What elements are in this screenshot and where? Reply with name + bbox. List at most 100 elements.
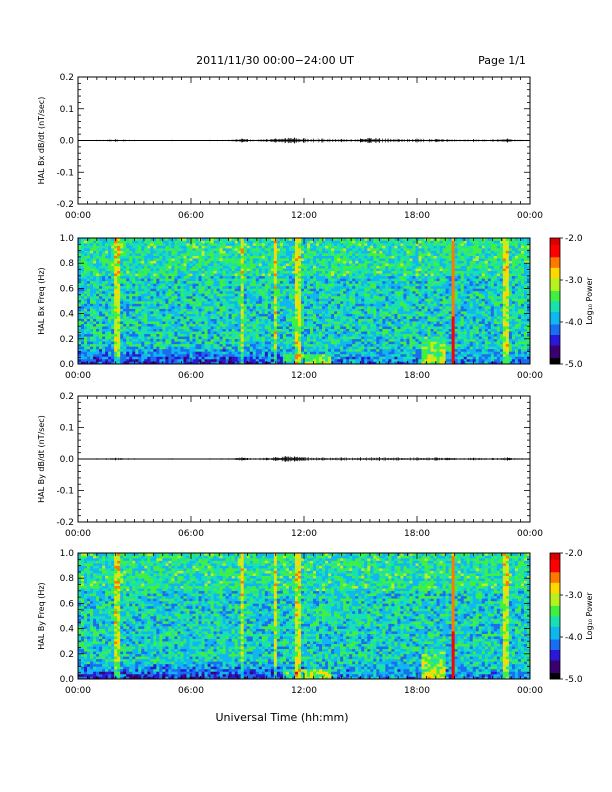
heatmap-cell [102, 321, 105, 324]
heatmap-cell [331, 268, 334, 271]
heatmap-cell [177, 309, 180, 312]
heatmap-cell [156, 246, 159, 249]
heatmap-cell [235, 301, 238, 304]
heatmap-cell [193, 276, 196, 279]
heatmap-cell [271, 273, 274, 276]
heatmap-cell [301, 304, 304, 307]
heatmap-cell [162, 341, 165, 344]
heatmap-cell [114, 273, 117, 276]
heatmap-cell [301, 288, 304, 291]
heatmap-cell [310, 266, 313, 269]
heatmap-cell [307, 273, 310, 276]
heatmap-cell [256, 276, 259, 279]
heatmap-cell [274, 251, 277, 254]
heatmap-cell [220, 326, 223, 329]
heatmap-cell [319, 359, 322, 362]
heatmap-cell [202, 306, 205, 309]
heatmap-cell [319, 321, 322, 324]
heatmap-cell [123, 291, 126, 294]
heatmap-cell [295, 339, 298, 342]
heatmap-cell [238, 304, 241, 307]
heatmap-cell [87, 354, 90, 357]
heatmap-cell [123, 331, 126, 334]
heatmap-cell [283, 316, 286, 319]
heatmap-cell [144, 246, 147, 249]
heatmap-cell [162, 268, 165, 271]
heatmap-cell [292, 316, 295, 319]
heatmap-cell [111, 329, 114, 332]
heatmap-cell [340, 271, 343, 274]
heatmap-cell [268, 301, 271, 304]
heatmap-cell [226, 319, 229, 322]
heatmap-cell [135, 341, 138, 344]
heatmap-cell [96, 304, 99, 307]
heatmap-cell [325, 296, 328, 299]
heatmap-cell [241, 346, 244, 349]
heatmap-cell [256, 319, 259, 322]
heatmap-cell [304, 273, 307, 276]
heatmap-cell [244, 266, 247, 269]
heatmap-cell [123, 314, 126, 317]
heatmap-cell [144, 243, 147, 246]
heatmap-cell [337, 351, 340, 354]
heatmap-cell [180, 253, 183, 256]
heatmap-cell [277, 251, 280, 254]
heatmap-cell [292, 276, 295, 279]
heatmap-cell [189, 276, 192, 279]
heatmap-cell [229, 263, 232, 266]
heatmap-cell [196, 324, 199, 327]
heatmap-cell [208, 309, 211, 312]
heatmap-cell [162, 301, 165, 304]
heatmap-cell [277, 354, 280, 357]
heatmap-cell [304, 356, 307, 359]
heatmap-cell [256, 258, 259, 261]
heatmap-cell [114, 258, 117, 261]
heatmap-cell [277, 248, 280, 251]
heatmap-cell [159, 351, 162, 354]
heatmap-cell [298, 263, 301, 266]
heatmap-cell [319, 344, 322, 347]
heatmap-cell [304, 263, 307, 266]
heatmap-cell [220, 283, 223, 286]
heatmap-cell [247, 258, 250, 261]
heatmap-cell [295, 351, 298, 354]
heatmap-cell [277, 334, 280, 337]
heatmap-cell [180, 349, 183, 352]
heatmap-cell [144, 351, 147, 354]
heatmap-cell [340, 306, 343, 309]
heatmap-cell [186, 306, 189, 309]
heatmap-cell [307, 341, 310, 344]
heatmap-cell [268, 281, 271, 284]
heatmap-cell [292, 286, 295, 289]
heatmap-cell [229, 276, 232, 279]
heatmap-cell [186, 339, 189, 342]
heatmap-cell [174, 241, 177, 244]
heatmap-cell [208, 356, 211, 359]
heatmap-cell [162, 334, 165, 337]
heatmap-cell [226, 334, 229, 337]
heatmap-cell [126, 341, 129, 344]
heatmap-cell [120, 301, 123, 304]
heatmap-cell [193, 296, 196, 299]
heatmap-cell [144, 306, 147, 309]
heatmap-cell [174, 354, 177, 357]
heatmap-cell [331, 354, 334, 357]
heatmap-cell [99, 319, 102, 322]
heatmap-cell [289, 359, 292, 362]
heatmap-cell [150, 293, 153, 296]
heatmap-cell [241, 311, 244, 314]
heatmap-cell [289, 281, 292, 284]
heatmap-cell [331, 248, 334, 251]
heatmap-cell [183, 288, 186, 291]
heatmap-cell [244, 319, 247, 322]
heatmap-cell [132, 334, 135, 337]
heatmap-cell [90, 283, 93, 286]
heatmap-cell [220, 334, 223, 337]
heatmap-cell [235, 359, 238, 362]
heatmap-cell [144, 286, 147, 289]
heatmap-cell [229, 344, 232, 347]
heatmap-cell [144, 331, 147, 334]
heatmap-cell [120, 349, 123, 352]
heatmap-cell [271, 276, 274, 279]
heatmap-cell [328, 291, 331, 294]
